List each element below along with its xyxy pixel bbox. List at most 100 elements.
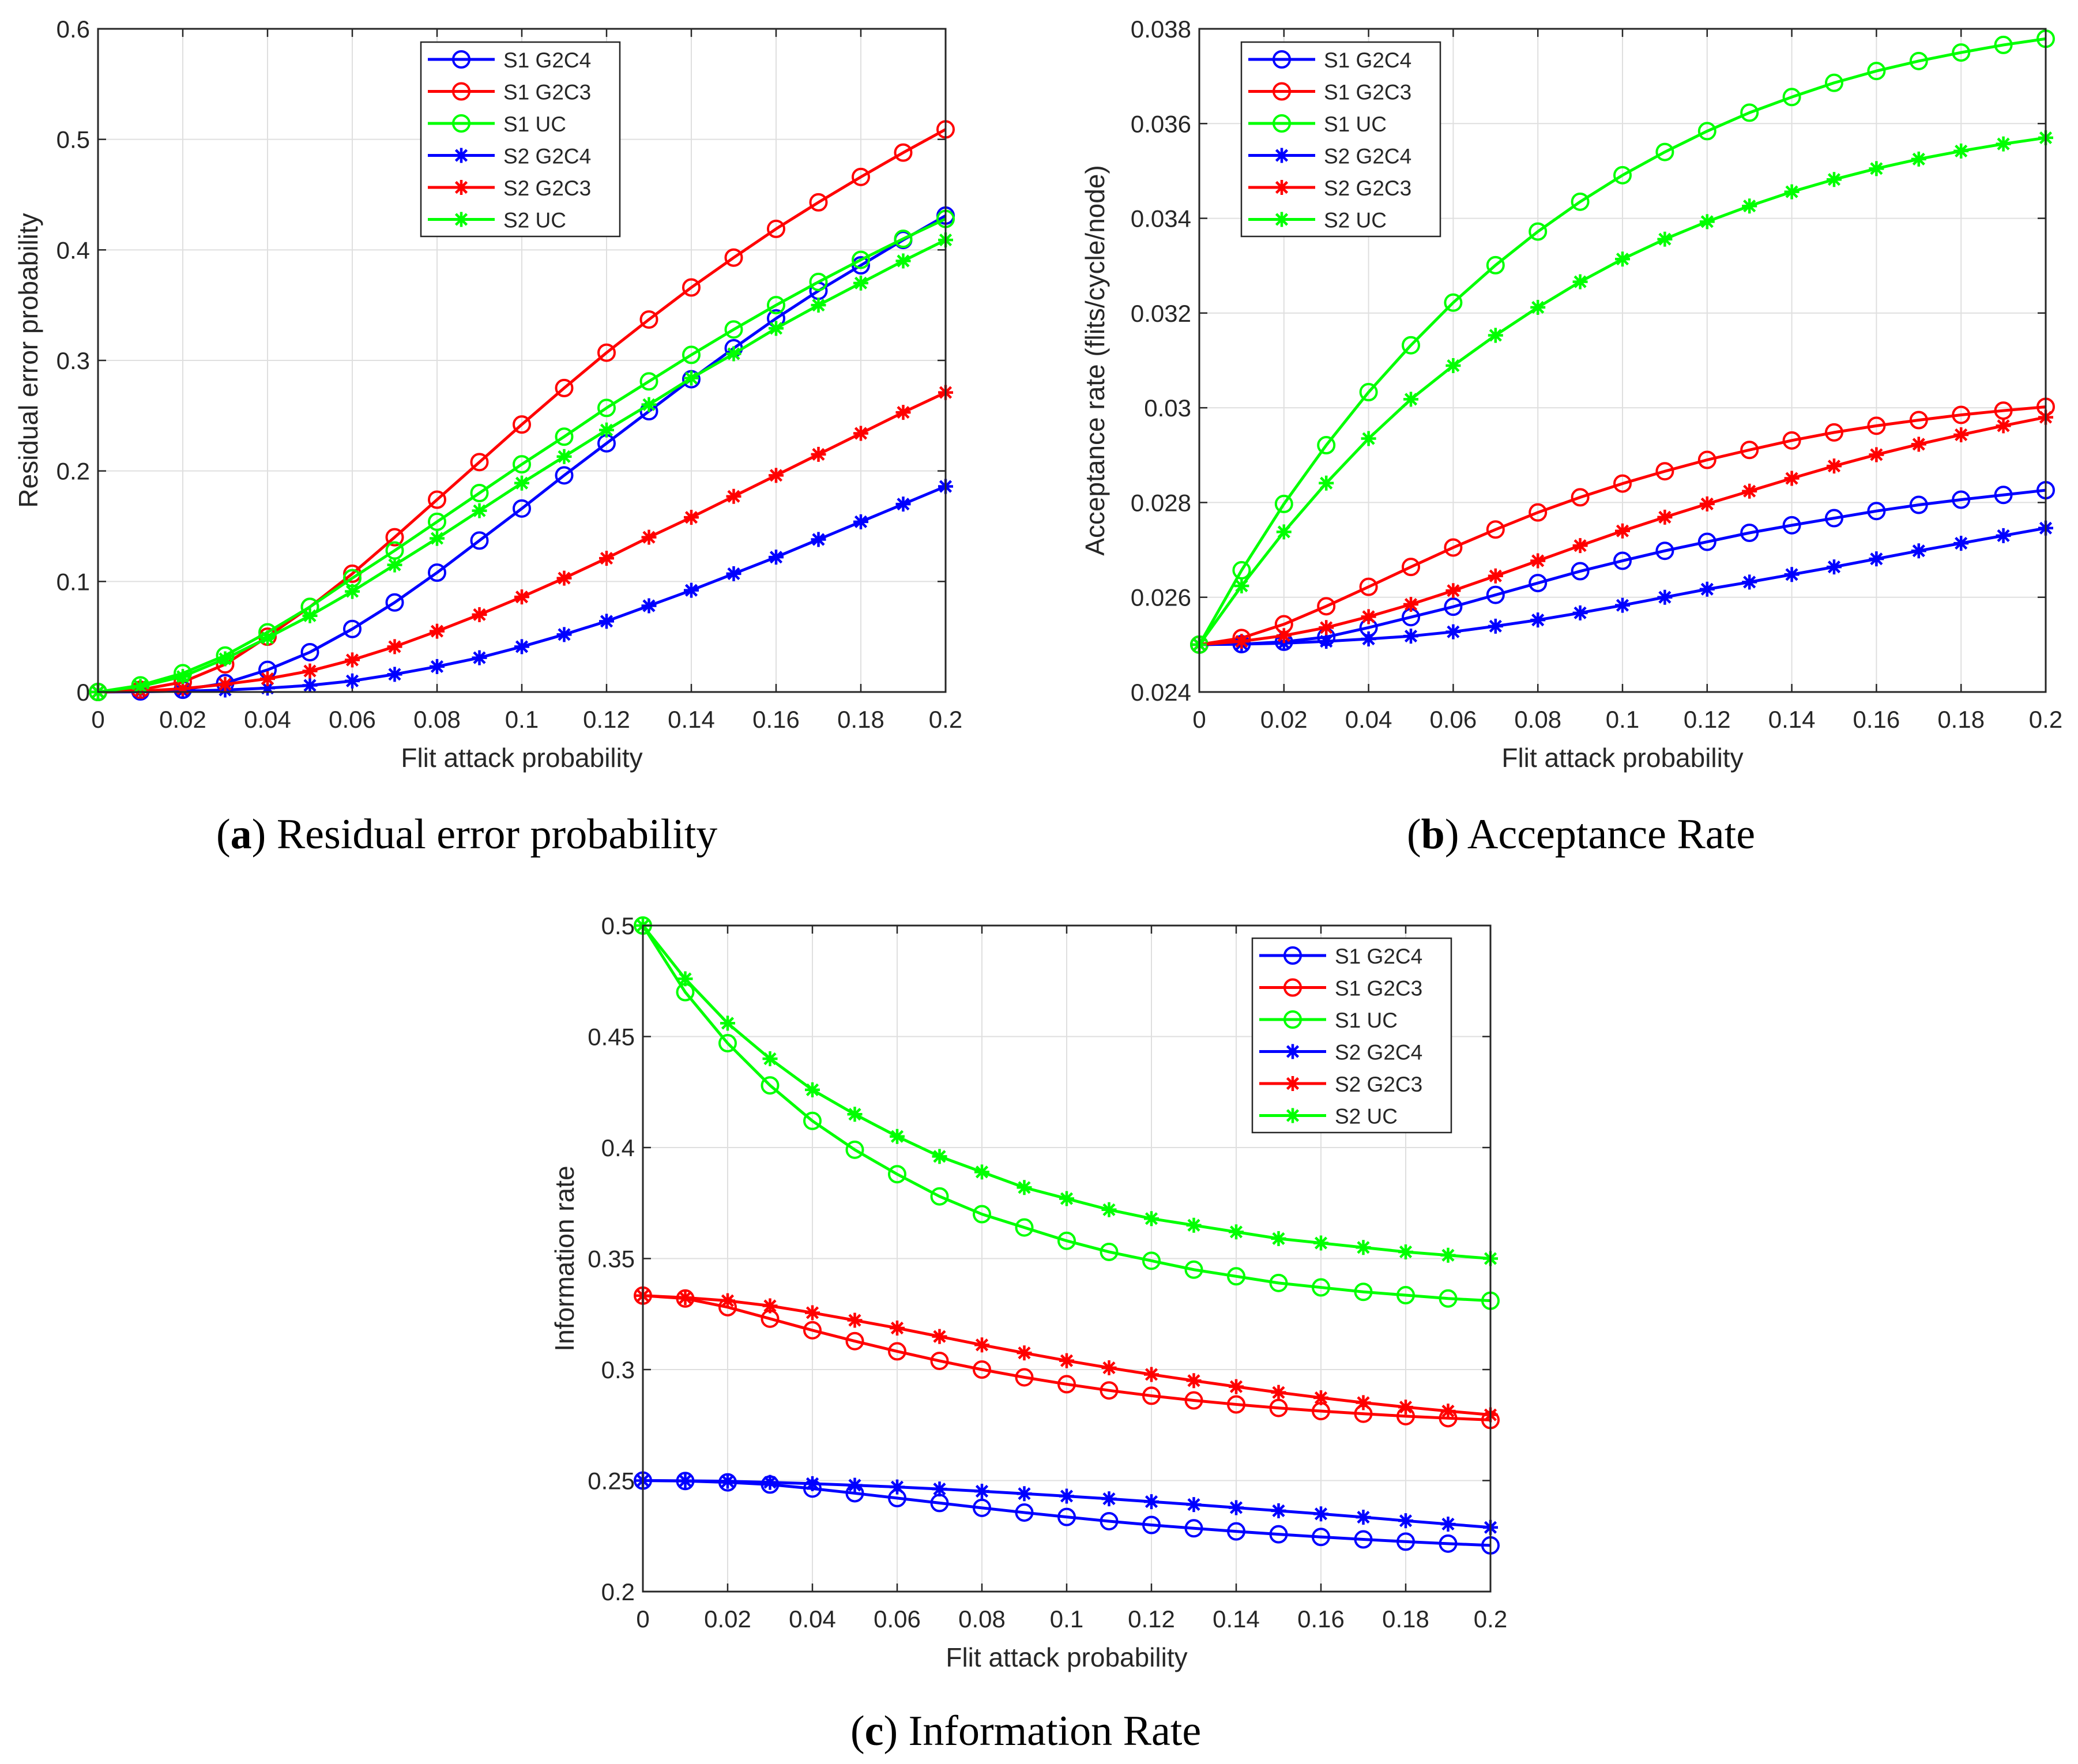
- legend-entry: S2 G2C3: [1259, 1073, 1422, 1096]
- x-tick-label: 0.08: [958, 1605, 1006, 1633]
- data-point: [513, 415, 531, 434]
- x-tick-label: 0.16: [1853, 706, 1900, 733]
- x-axis-label: Flit attack probability: [401, 743, 642, 773]
- chart-3: 0 0.02 0.04 0.06 0.08 0.1 0.12 0.14 0.16 0.18 0.2 0…: [549, 912, 1507, 1672]
- data-point: [1319, 634, 1334, 649]
- data-point: [1269, 1525, 1288, 1544]
- data-point: [761, 1076, 780, 1095]
- data-point: [387, 557, 402, 573]
- data-point: [1996, 418, 2011, 434]
- data-point: [853, 275, 868, 291]
- data-point: [1529, 503, 1548, 522]
- data-point: [300, 643, 319, 661]
- data-point: [1232, 561, 1251, 580]
- data-point: [852, 250, 870, 269]
- legend-label: S1 UC: [1335, 1009, 1398, 1032]
- data-point: [1439, 1289, 1458, 1308]
- data-point: [1530, 300, 1546, 315]
- x-tick-label: 0.12: [1128, 1605, 1175, 1633]
- data-point: [1015, 1503, 1034, 1522]
- data-point: [809, 193, 828, 212]
- data-point: [1911, 437, 1926, 452]
- data-point: [597, 343, 616, 362]
- legend-marker: [1273, 50, 1291, 69]
- data-point: [1100, 1381, 1119, 1400]
- data-point: [1867, 62, 1886, 81]
- legend-entry: S2 G2C3: [1248, 176, 1411, 200]
- legend-marker: [454, 212, 469, 227]
- legend-entry: S1 G2C4: [1259, 945, 1422, 968]
- data-point: [1100, 1242, 1119, 1261]
- legend-entry: S1 UC: [428, 112, 566, 136]
- chart-2: 0 0.02 0.04 0.06 0.08 0.1 0.12 0.14 0.16 0.18 0.2 0…: [1080, 16, 2062, 773]
- data-point: [684, 582, 699, 598]
- data-point: [1530, 553, 1546, 569]
- data-point: [895, 405, 911, 420]
- data-point: [1488, 618, 1503, 634]
- data-point: [1227, 1267, 1245, 1286]
- legend-entry: S2 G2C4: [428, 145, 591, 168]
- data-point: [1274, 494, 1293, 513]
- data-point: [890, 1129, 905, 1144]
- x-tick-label: 0.14: [1213, 1605, 1260, 1633]
- data-point: [555, 466, 574, 485]
- data-point: [430, 623, 445, 639]
- legend-entry: S2 UC: [1259, 1105, 1398, 1129]
- series-line: [97, 128, 947, 694]
- data-point: [1911, 151, 1926, 167]
- data-point: [1782, 431, 1801, 450]
- y-tick-label: 0.026: [1131, 584, 1191, 611]
- data-point: [1440, 1516, 1456, 1532]
- data-point: [1142, 1386, 1161, 1405]
- series-line: [97, 214, 947, 694]
- data-point: [556, 570, 572, 586]
- y-axis-label: Information rate: [549, 1165, 579, 1351]
- series-line: [1198, 37, 2046, 646]
- data-point: [1403, 629, 1418, 644]
- data-point: [1356, 1240, 1371, 1255]
- x-axis-label: Flit attack probability: [1501, 743, 1743, 773]
- y-tick-label: 0.2: [57, 458, 90, 485]
- data-point: [1356, 1510, 1371, 1525]
- legend-label: S1 G2C4: [1335, 945, 1422, 968]
- legend-label: S2 G2C4: [1335, 1041, 1422, 1065]
- data-point: [1186, 1217, 1202, 1233]
- legend-marker: [454, 148, 469, 163]
- data-point: [1615, 251, 1630, 267]
- data-point: [1825, 509, 1843, 528]
- data-point: [895, 253, 911, 269]
- data-point: [726, 566, 741, 581]
- data-point: [1271, 1385, 1286, 1400]
- data-point: [1445, 624, 1461, 640]
- x-tick-label: 0.02: [159, 706, 206, 733]
- data-point: [1444, 597, 1463, 616]
- legend: S1 G2C4 S1 G2C3 S1 UC S2 G2C4 S2 G2C3 S2 UC: [1251, 937, 1452, 1134]
- y-axis-label: Residual error probability: [13, 213, 43, 507]
- legend-label: S1 UC: [1324, 112, 1387, 136]
- data-point: [345, 652, 360, 668]
- data-point: [387, 639, 402, 655]
- legend-marker: [452, 82, 470, 101]
- data-point: [1655, 541, 1674, 561]
- data-point: [853, 426, 868, 441]
- data-point: [720, 1015, 735, 1031]
- data-point: [1572, 274, 1588, 289]
- data-point: [1825, 423, 1843, 442]
- data-point: [1271, 1503, 1286, 1518]
- series-line: [641, 924, 1491, 1303]
- data-point: [1229, 1224, 1244, 1240]
- data-point: [1571, 562, 1590, 581]
- data-point: [1869, 447, 1884, 462]
- data-point: [597, 398, 616, 418]
- data-point: [1444, 293, 1463, 312]
- data-point: [684, 510, 699, 525]
- data-point: [1529, 574, 1548, 593]
- data-point: [1572, 538, 1588, 554]
- data-point: [1697, 122, 1716, 141]
- data-point: [302, 663, 318, 679]
- y-tick-label: 0.028: [1131, 489, 1191, 516]
- data-point: [1396, 1286, 1415, 1305]
- data-point: [932, 1149, 947, 1164]
- data-point: [1057, 1375, 1076, 1394]
